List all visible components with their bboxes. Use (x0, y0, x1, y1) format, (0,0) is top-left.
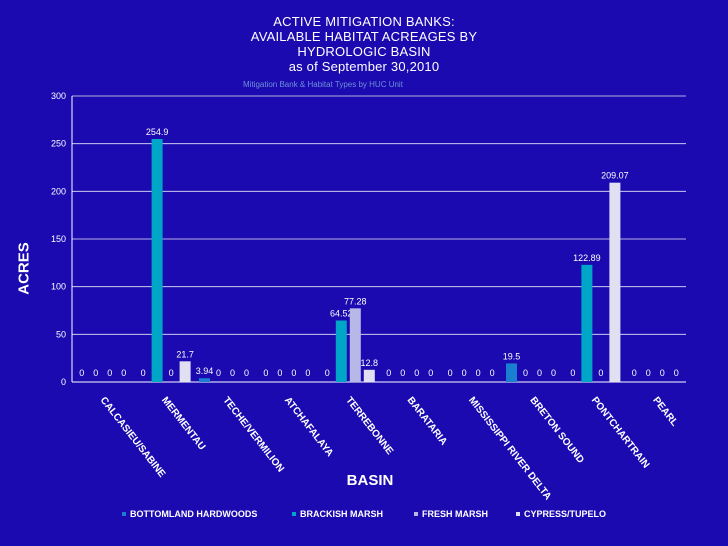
x-tick-label: ATCHAFALAYA (282, 395, 335, 459)
y-tick-label: 300 (51, 91, 66, 101)
chart-title-line-1: ACTIVE MITIGATION BANKS: (273, 14, 455, 29)
data-label: 0 (325, 368, 330, 378)
data-label: 77.28 (344, 296, 367, 306)
x-tick-label: CALCASIEU/SABINE (98, 395, 168, 480)
data-label: 0 (428, 368, 433, 378)
data-label: 209.07 (601, 171, 629, 181)
data-label: 0 (169, 368, 174, 378)
data-label: 0 (570, 368, 575, 378)
bar (335, 320, 347, 382)
x-tick-label: BARATARIA (405, 395, 449, 447)
data-label: 0 (121, 368, 126, 378)
legend-swatch (292, 512, 296, 516)
legend-swatch (122, 512, 126, 516)
data-label: 0 (660, 368, 665, 378)
legend-item-brackish: BRACKISH MARSH (292, 509, 383, 519)
legend-swatch (516, 512, 520, 516)
x-tick-label: MERMENTAU (159, 395, 207, 452)
bar (179, 361, 191, 382)
data-label: 0 (277, 368, 282, 378)
x-tick-label: BRETON SOUND (527, 395, 585, 466)
chart-title-line-3: HYDROLOGIC BASIN (297, 44, 431, 59)
legend-item-bottomland: BOTTOMLAND HARDWOODS (122, 509, 257, 519)
data-label: 0 (646, 368, 651, 378)
bar (581, 264, 593, 382)
legend-label: CYPRESS/TUPELO (524, 509, 607, 519)
x-tick-label: TECHE/VERMILION (220, 395, 285, 474)
data-label: 0 (244, 368, 249, 378)
data-label: 0 (93, 368, 98, 378)
data-label: 0 (291, 368, 296, 378)
data-label: 19.5 (503, 351, 521, 361)
data-label: 0 (490, 368, 495, 378)
y-axis-label: ACRES (15, 242, 33, 295)
bar (349, 308, 361, 382)
data-label: 0 (216, 368, 221, 378)
data-label: 0 (632, 368, 637, 378)
chart-title-line-2: AVAILABLE HABITAT ACREAGES BY (250, 29, 478, 44)
data-label: 21.7 (176, 349, 194, 359)
y-tick-label: 200 (51, 186, 66, 196)
data-label: 0 (141, 368, 146, 378)
data-label: 0 (263, 368, 268, 378)
legend-swatch (414, 512, 418, 516)
data-label: 0 (400, 368, 405, 378)
legend-item-fresh: FRESH MARSH (414, 509, 488, 519)
data-label: 0 (386, 368, 391, 378)
data-label: 0 (414, 368, 419, 378)
legend-label: BRACKISH MARSH (300, 509, 383, 519)
data-label: 0 (537, 368, 542, 378)
x-tick-label: PONTCHARTRAIN (589, 395, 651, 471)
data-label: 0 (107, 368, 112, 378)
x-tick-label: TERREBONNE (343, 395, 395, 457)
bar (609, 182, 621, 382)
data-label: 0 (523, 368, 528, 378)
bar (363, 369, 375, 382)
data-label: 12.8 (361, 358, 379, 368)
chart-subtitle: Mitigation Bank & Habitat Types by HUC U… (243, 80, 403, 89)
x-tick-label: PEARL (650, 395, 680, 428)
y-tick-label: 50 (56, 329, 66, 339)
legend-item-cypress: CYPRESS/TUPELO (516, 509, 606, 519)
x-axis-label: BASIN (346, 472, 394, 489)
data-label: 0 (79, 368, 84, 378)
legend-label: FRESH MARSH (422, 509, 489, 519)
bar (151, 138, 163, 382)
legend-label: BOTTOMLAND HARDWOODS (130, 509, 258, 519)
data-label: 0 (476, 368, 481, 378)
y-tick-label: 250 (51, 139, 66, 149)
data-label: 0 (551, 368, 556, 378)
data-label: 0 (448, 368, 453, 378)
data-label: 0 (305, 368, 310, 378)
data-label: 0 (674, 368, 679, 378)
chart-title-line-4: as of September 30,2010 (288, 59, 440, 74)
legend: BOTTOMLAND HARDWOODS BRACKISH MARSH FRES… (0, 509, 728, 523)
data-label: 122.89 (573, 253, 601, 263)
data-label: 3.94 (196, 366, 214, 376)
bar (506, 363, 517, 382)
y-tick-label: 0 (61, 377, 66, 387)
data-label: 0 (598, 368, 603, 378)
bar (199, 378, 210, 382)
y-tick-label: 100 (51, 282, 66, 292)
y-tick-label: 150 (51, 234, 66, 244)
data-label: 0 (462, 368, 467, 378)
data-label: 64.52 (330, 308, 353, 318)
data-label: 0 (230, 368, 235, 378)
data-label: 254.9 (146, 127, 169, 137)
